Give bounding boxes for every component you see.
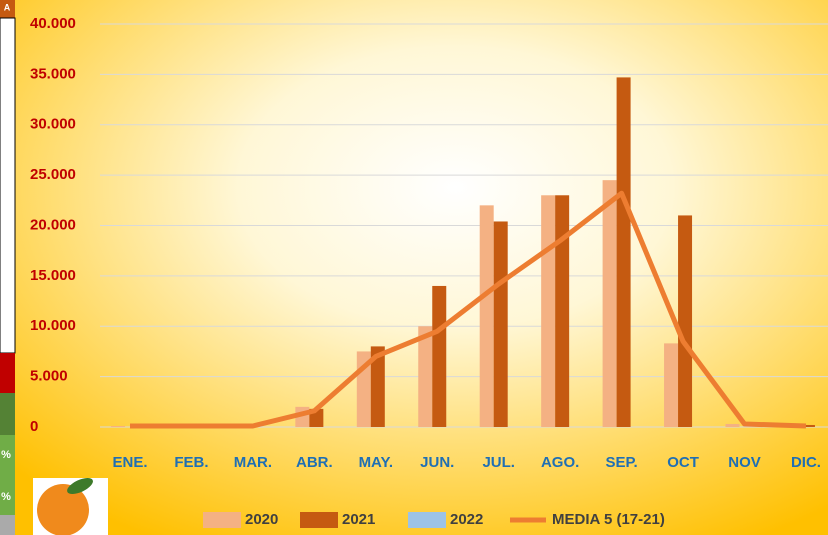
table-fragment: A % % [0,0,15,535]
legend-swatch [408,512,446,528]
orange-icon [33,475,108,535]
bar [418,326,432,427]
y-tick-label: 20.000 [30,216,76,233]
x-tick-label: NOV [728,454,761,471]
cell [0,393,15,435]
y-tick-label: 0 [30,418,38,435]
y-tick-label: 35.000 [30,65,76,82]
y-tick-label: 40.000 [30,15,76,32]
cell-text: % [1,491,11,503]
legend-swatch [203,512,241,528]
bar [726,424,740,427]
y-tick-label: 5.000 [30,368,68,385]
legend-label: 2021 [342,511,375,528]
bar [111,426,125,427]
y-tick-label: 30.000 [30,116,76,133]
legend-swatch [300,512,338,528]
x-tick-label: AGO. [541,454,579,471]
x-tick-label: SEP. [605,454,637,471]
y-tick-label: 10.000 [30,317,76,334]
x-tick-label: OCT [667,454,699,471]
bar [555,195,569,427]
cell-text: % [1,449,11,461]
bar [678,215,692,427]
bar [664,343,678,427]
bar [541,195,555,427]
cell-text: A [4,2,11,12]
page: A % % 0 5.000 10.000 15.000 20.000 25.000 30.0… [0,0,828,535]
x-tick-label: JUL. [482,454,515,471]
y-tick-label: 15.000 [30,267,76,284]
x-tick-label: ENE. [112,454,147,471]
bar [603,180,617,427]
cell [0,353,15,393]
chart: A % % 0 5.000 10.000 15.000 20.000 25.000 30.0… [0,0,828,535]
bar [494,221,508,427]
legend-label: 2022 [450,511,483,528]
bar [617,77,631,427]
legend-label: 2020 [245,511,278,528]
x-tick-label: MAR. [234,454,272,471]
y-tick-label: 25.000 [30,166,76,183]
x-tick-label: DIC. [791,454,821,471]
bar [432,286,446,427]
x-tick-label: JUN. [420,454,454,471]
x-tick-label: MAY. [359,454,393,471]
cell [0,515,15,535]
x-tick-label: ABR. [296,454,333,471]
x-tick-label: FEB. [174,454,208,471]
bar [480,205,494,427]
cell [0,18,15,353]
legend-label: MEDIA 5 (17-21) [552,511,665,528]
